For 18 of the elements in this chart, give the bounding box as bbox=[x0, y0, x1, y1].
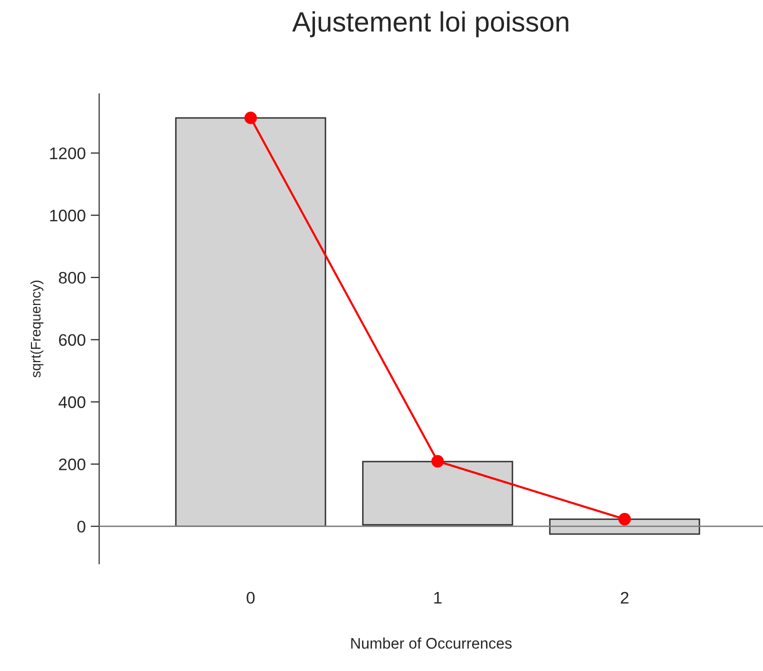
x-axis-title: Number of Occurrences bbox=[351, 638, 512, 649]
y-tick-label: 200 bbox=[59, 458, 86, 470]
point bbox=[244, 112, 257, 124]
y-tick-label: 0 bbox=[77, 520, 86, 533]
y-tick-label: 1000 bbox=[50, 210, 86, 222]
y-tick-label: 600 bbox=[59, 334, 86, 346]
point bbox=[431, 455, 444, 468]
x-tick-label: 0 bbox=[246, 592, 255, 604]
y-tick-label: 400 bbox=[58, 396, 86, 408]
point bbox=[618, 512, 631, 526]
x-tick-label: 1 bbox=[434, 592, 442, 604]
chart-title: Ajustement loi poisson bbox=[292, 11, 568, 38]
y-tick-label: 800 bbox=[58, 272, 86, 284]
y-tick-label: 1200 bbox=[50, 147, 86, 160]
y-axis-title: sqrt(Frequency) bbox=[30, 280, 44, 378]
bar bbox=[362, 460, 514, 526]
bar bbox=[175, 117, 326, 528]
x-tick-label: 2 bbox=[620, 592, 628, 604]
